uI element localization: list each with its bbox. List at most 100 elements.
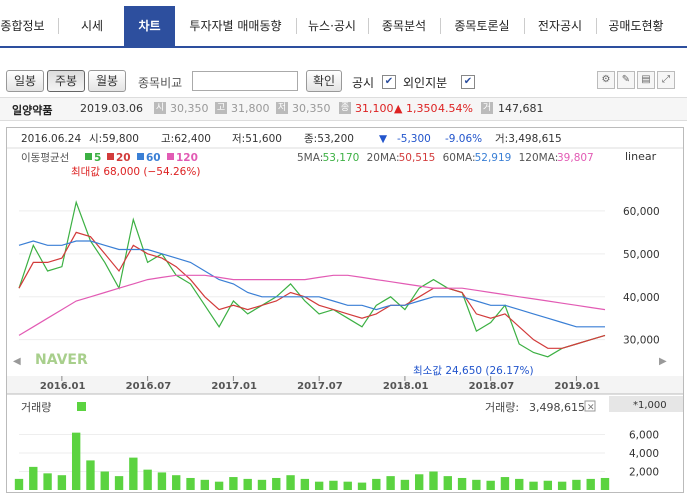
tab-divider [296,18,297,34]
ma-line-20 [18,231,606,349]
period-monthly-button[interactable]: 월봉 [88,70,126,92]
edit-icon[interactable]: ✎ [617,71,635,89]
ma-swatch-label: 5 [94,152,101,164]
tab-divider [524,18,525,34]
print-icon[interactable]: ▤ [637,71,655,89]
volume-value: 147,681 [498,102,544,115]
volume-bar [529,481,538,490]
volume-bar [157,472,167,490]
foreign-ownership-checkbox[interactable]: ✔ [461,75,475,89]
volume-bar [400,479,410,490]
ma-value-label: 60MA: [443,152,476,164]
tab-discussion[interactable]: 종목토론실 [454,19,510,33]
ma-legend-values: 5MA: 53,170 20MA: 50,515 60MA: 52,919 120MA:39… [297,152,594,164]
close-badge: 종 [339,102,351,114]
volume-bar [572,479,581,490]
volume-bar [486,480,495,490]
volume-close-icon[interactable] [584,400,596,412]
volume-value-number: 3,498,615 [529,401,585,414]
volume-bar [14,478,24,490]
volume-bar [515,478,524,490]
volume-bar [214,481,224,490]
volume-bar [586,478,595,490]
y-tick-label: 40,000 [623,292,660,304]
high-price: 31,800 [231,102,270,115]
tab-analysis[interactable]: 종목분석 [381,19,427,33]
high-badge: 고 [215,102,227,114]
hover-arrow: ▼ [379,133,388,145]
ma-legend-items: 5 20 60 120 [85,152,198,164]
volume-panel-title: 거래량 [21,401,51,414]
hover-volume: 거:3,498,615 [495,133,562,145]
volume-bar [43,473,52,490]
scroll-right-icon[interactable]: ▶ [659,356,667,367]
volume-bar [29,466,38,490]
volume-bar [71,432,81,490]
min-annotation: 최소값 24,650 (26.17%) [413,365,534,377]
tab-short-selling[interactable]: 공매도현황 [608,19,664,33]
volume-y-tick-label: 2,000 [629,467,659,479]
volume-unit-band [609,396,683,412]
volume-bar [86,460,95,490]
y-tick-label: 60,000 [623,206,660,218]
volume-bar [600,477,610,490]
chart-panel: 2016.06.24 시:59,800 고:62,400 저:51,600 종:… [6,127,684,493]
volume-bar [557,481,567,490]
scale-mode-label[interactable]: linear [625,150,657,163]
hover-open: 시:59,800 [89,133,139,145]
volume-bar [500,477,510,490]
price-change: ▲ 1,350 [394,102,438,115]
tab-divider [58,18,59,34]
x-tick-label: 2018.01 [383,381,429,392]
period-daily-button[interactable]: 일봉 [6,70,44,92]
settings-icon[interactable]: ⚙ [597,71,615,89]
volume-bar [186,477,195,490]
ma-swatch-label: 60 [146,152,161,164]
x-tick-label: 2017.01 [211,381,257,392]
quote-date: 2019.03.06 [80,102,143,115]
volume-badge: 거 [481,102,493,114]
volume-bar [472,479,481,490]
open-badge: 시 [154,102,166,114]
hover-change: -5,300 [397,133,431,145]
volume-grid: 6,000 4,000 2,000 [19,430,659,479]
hover-close: 종:53,200 [304,133,354,145]
tab-electronic-disclosure[interactable]: 전자공시 [537,19,583,33]
ma-swatch [85,153,92,160]
tab-overview[interactable]: 종합정보 [0,19,45,33]
scroll-left-icon[interactable]: ◀ [13,356,21,367]
compare-input[interactable] [192,71,298,91]
period-weekly-button[interactable]: 주봉 [47,70,85,92]
ma-line-5 [18,200,606,358]
volume-bar [272,477,281,490]
ma-value-label: 120MA: [519,152,559,164]
hover-low: 저:51,600 [232,133,282,145]
notice-checkbox[interactable]: ✔ [382,75,396,89]
stock-name: 일양약품 [12,104,53,117]
tab-chart[interactable]: 차트 [124,6,175,46]
tab-price[interactable]: 시세 [80,19,104,33]
hover-high: 고:62,400 [161,133,211,145]
ma-lines [18,200,606,358]
tab-news-disclosure[interactable]: 뉴스·공시 [308,19,356,33]
compare-label: 종목비교 [138,76,183,90]
max-annotation: 최대값 68,000 (−54.26%) [71,166,200,178]
notice-label: 공시 [352,76,375,90]
ma-line-120 [18,274,606,336]
volume-bar [443,476,452,490]
tab-divider [440,18,441,34]
low-price: 30,350 [292,102,331,115]
volume-bar [415,474,424,490]
x-tick-label: 2016.01 [40,381,86,392]
expand-icon[interactable]: ⤢ [657,71,675,89]
ma-swatch [167,153,174,160]
volume-bar [329,480,338,490]
top-tab-bar: 종합정보 시세 차트 투자자별 매매동향 뉴스·공시 종목분석 종목토론실 전자… [0,6,687,48]
confirm-button[interactable]: 확인 [306,70,342,92]
volume-bar [457,477,467,490]
tab-investor-trades[interactable]: 투자자별 매매동향 [189,19,282,33]
price-chart[interactable]: 2016.06.24 시:59,800 고:62,400 저:51,600 종:… [7,128,683,492]
volume-bar [343,481,352,490]
price-change-pct: 4.54% [438,102,473,115]
tab-divider [596,18,597,34]
